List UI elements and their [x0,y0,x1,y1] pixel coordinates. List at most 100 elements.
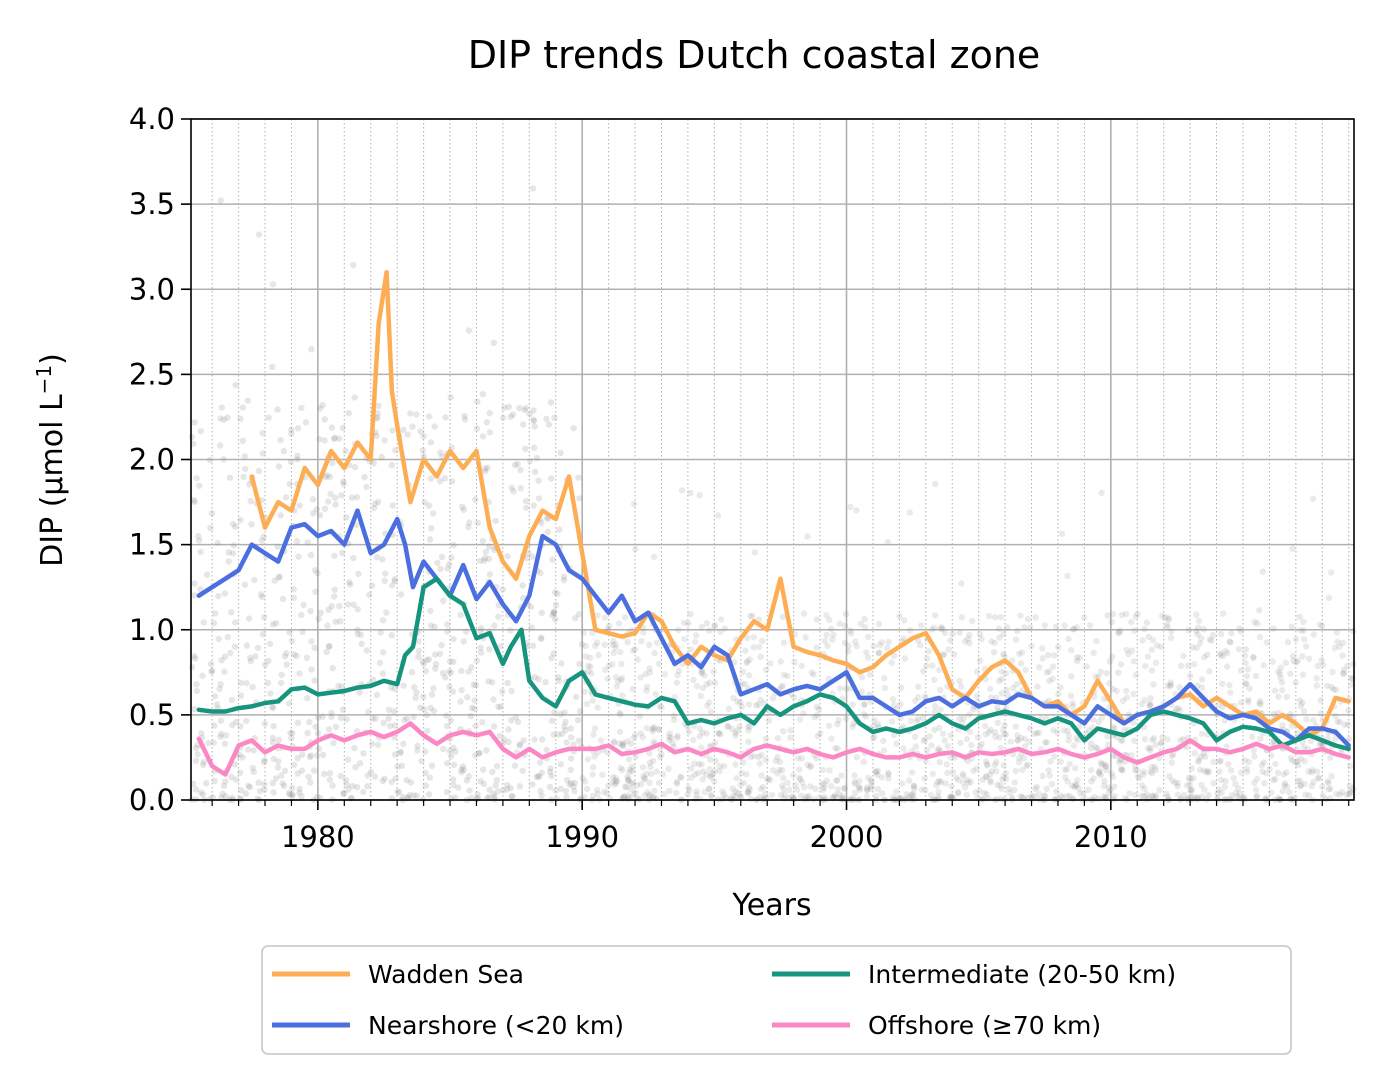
scatter-point [778,683,785,691]
scatter-point [691,771,699,778]
scatter-point [328,603,335,610]
scatter-point [461,416,469,423]
scatter-point [1072,782,1080,789]
scatter-point [197,428,204,435]
scatter-point [674,732,681,740]
scatter-point [1014,737,1021,744]
scatter-point [466,787,473,794]
scatter-point [191,592,198,599]
scatter-point [1073,654,1081,661]
scatter-point [254,644,262,652]
scatter-point [337,714,345,721]
scatter-point [391,722,399,729]
scatter-point [274,406,281,413]
scatter-point [1270,776,1277,784]
scatter-point [653,795,660,802]
scatter-point [499,787,507,794]
scatter-point [415,638,422,645]
scatter-point [404,431,411,438]
scatter-point [269,621,277,628]
scatter-point [450,776,457,783]
scatter-point [851,772,858,779]
scatter-point [725,705,733,713]
scatter-point [1018,793,1026,801]
scatter-point [825,722,833,730]
scatter-point [538,769,546,776]
scatter-point [889,793,897,801]
scatter-point [572,615,579,622]
scatter-point [1119,767,1126,774]
scatter-point [974,733,982,741]
scatter-point [258,593,266,601]
y-tick-label: 2.5 [129,357,175,391]
scatter-point [418,757,425,765]
legend-box [261,945,1292,1055]
scatter-point [1006,789,1013,796]
scatter-point [1060,727,1068,734]
scatter-point [1051,753,1058,760]
scatter-point [693,788,700,795]
scatter-point [352,764,359,771]
scatter-point [954,789,962,797]
scatter-point [582,653,590,660]
scatter-point [317,609,324,617]
scatter-point [994,781,1001,788]
scatter-point [1104,612,1111,619]
scatter-point [398,762,406,769]
scatter-point [759,637,766,645]
scatter-point [505,726,512,733]
scatter-point [1033,729,1041,737]
scatter-point [923,662,930,670]
scatter-point [762,735,770,742]
series-line [196,721,1351,777]
scatter-point [191,705,198,713]
scatter-point [452,794,459,801]
scatter-point [1235,785,1242,792]
scatter-point [428,762,436,769]
scatter-point [463,777,470,784]
scatter-point [716,763,723,770]
scatter-point [670,716,678,724]
scatter-point [294,755,301,762]
scatter-point [425,502,433,509]
scatter-point [708,793,715,800]
scatter-point [1017,612,1024,619]
scatter-point [899,780,906,787]
scatter-point [290,586,297,593]
scatter-point [432,651,439,658]
scatter-point [1245,698,1252,705]
scatter-point [767,660,774,667]
scatter-point [229,550,237,557]
scatter-point [723,794,730,801]
scatter-point [997,614,1005,621]
scatter-point [261,720,269,727]
scatter-point [420,706,428,713]
scatter-point [1163,621,1171,628]
scatter-point [698,761,705,768]
scatter-point [330,435,338,442]
scatter-point [912,743,919,750]
scatter-point [1242,680,1250,687]
scatter-point [1125,711,1132,718]
scatter-point [389,427,396,434]
scatter-point [331,552,338,559]
scatter-point [1019,766,1026,773]
scatter-point [520,421,527,428]
scatter-point [610,638,617,645]
scatter-point [459,763,467,770]
scatter-point [872,768,879,776]
scatter-point [532,468,539,475]
scatter-point [1105,680,1113,687]
scatter-point [215,635,222,643]
scatter-point [917,641,924,649]
scatter-point [458,766,465,773]
scatter-point [958,614,966,621]
scatter-point [473,657,481,664]
scatter-point [1324,778,1331,785]
scatter-point [845,642,852,650]
scatter-point [1277,674,1284,681]
scatter-point [543,746,550,754]
scatter-point [307,552,315,559]
scatter-point [382,570,389,577]
scatter-point [880,737,887,745]
